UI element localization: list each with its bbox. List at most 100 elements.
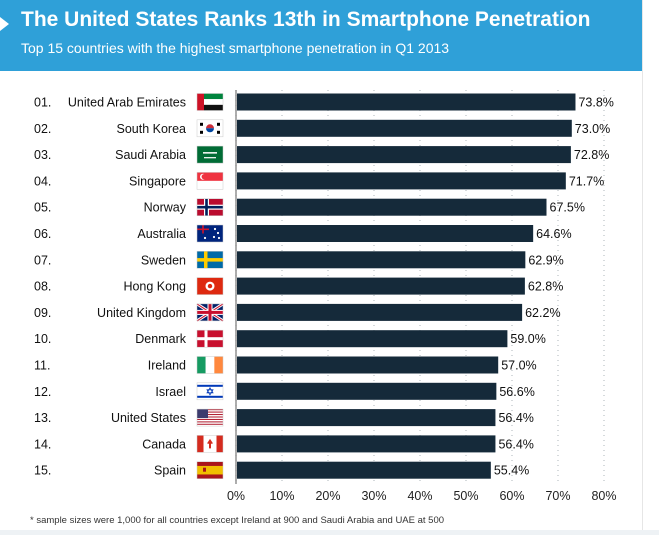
value-label: 56.4% <box>498 437 533 451</box>
chart-row: 13. United States 56.4% <box>34 408 534 427</box>
flag-australia <box>196 224 224 243</box>
category-label: United Arab Emirates <box>68 96 186 110</box>
chart-row: 08. Hong Kong 62.8% <box>34 277 563 295</box>
category-label: United Kingdom <box>97 306 186 320</box>
category-label: Denmark <box>135 332 186 346</box>
bar <box>237 382 497 400</box>
header-arrow-icon <box>0 17 9 31</box>
category-label: Australia <box>137 227 186 241</box>
chart-row: 05. Norway 67.5% <box>34 198 585 216</box>
page-edge <box>642 0 659 535</box>
chart-title: The United States Ranks 13th in Smartpho… <box>21 8 591 31</box>
x-tick-label: 70% <box>545 489 570 503</box>
x-tick-label: 80% <box>591 489 616 503</box>
chart-rows: 01. United Arab Emirates 73.8% 02. South Kor… <box>34 93 614 479</box>
bar <box>237 356 499 374</box>
value-label: 57.0% <box>501 359 536 373</box>
category-label: Spain <box>154 464 186 478</box>
category-label: South Korea <box>117 122 187 136</box>
chart-row: 11. Ireland 57.0% <box>34 356 537 374</box>
bar <box>237 225 534 242</box>
flag-sweden <box>196 251 224 269</box>
bar <box>237 172 566 190</box>
chart-row: 10. Denmark 59.0% <box>34 329 546 348</box>
flag-united-states <box>196 408 224 427</box>
value-label: 73.0% <box>575 122 610 136</box>
rank-label: 08. <box>34 280 51 294</box>
value-label: 62.9% <box>528 253 563 267</box>
rank-label: 13. <box>34 411 51 425</box>
x-tick-label: 0% <box>227 489 245 503</box>
rank-label: 11. <box>34 359 50 373</box>
flag-canada <box>196 435 224 453</box>
flag-united-kingdom <box>196 302 224 323</box>
chart-row: 03. Saudi Arabia 72.8% <box>34 145 609 164</box>
category-label: Norway <box>144 201 187 215</box>
value-label: 67.5% <box>550 201 585 215</box>
category-label: Saudi Arabia <box>115 148 186 162</box>
value-label: 73.8% <box>578 96 613 110</box>
x-tick-label: 30% <box>361 489 386 503</box>
chart-row: 15. Spain 55.4% <box>34 461 529 479</box>
flag-south-korea <box>196 119 224 138</box>
x-tick-label: 60% <box>499 489 524 503</box>
flag-norway <box>196 198 224 216</box>
value-label: 72.8% <box>574 148 609 162</box>
rank-label: 05. <box>34 201 51 215</box>
bar <box>237 409 496 427</box>
value-label: 56.6% <box>499 385 534 399</box>
chart-row: 14. Canada 56.4% <box>34 435 534 453</box>
x-tick-label: 20% <box>315 489 340 503</box>
bar <box>237 303 523 321</box>
bar <box>237 146 571 164</box>
bar <box>237 330 508 348</box>
flag-israel <box>196 382 224 401</box>
value-label: 64.6% <box>536 227 571 241</box>
value-label: 56.4% <box>498 411 533 425</box>
value-label: 62.2% <box>525 306 560 320</box>
rank-label: 10. <box>34 332 51 346</box>
rank-label: 03. <box>34 148 51 162</box>
chart-row: 07. Sweden 62.9% <box>34 251 564 269</box>
x-axis-ticks: 0% 10% 20% 30% 40% 50% 60% 70% 80% <box>227 489 617 503</box>
category-label: Sweden <box>141 253 186 267</box>
bar <box>237 461 491 479</box>
category-label: Hong Kong <box>123 280 186 294</box>
category-label: Singapore <box>129 174 186 188</box>
flag-hong-kong <box>196 277 224 295</box>
rank-label: 04. <box>34 174 51 188</box>
chart-subtitle: Top 15 countries with the highest smartp… <box>21 40 450 56</box>
rank-label: 09. <box>34 306 51 320</box>
chart-row: 09. United Kingdom 62.2% <box>34 302 561 323</box>
flag-saudi-arabia <box>196 145 224 164</box>
x-tick-label: 50% <box>453 489 478 503</box>
bar <box>237 198 547 216</box>
bar <box>237 435 496 453</box>
chart-row: 02. South Korea 73.0% <box>34 119 610 138</box>
category-label: Canada <box>142 437 186 451</box>
flag-singapore <box>196 172 224 190</box>
bar <box>237 119 572 137</box>
bar <box>237 277 525 295</box>
flag-spain <box>196 461 224 479</box>
x-tick-label: 10% <box>269 489 294 503</box>
flag-uae <box>196 93 224 111</box>
value-label: 59.0% <box>510 332 545 346</box>
flag-denmark <box>196 329 224 348</box>
bottom-strip <box>0 530 659 535</box>
bar-chart: 01. United Arab Emirates 73.8% 02. South Kor… <box>34 90 617 503</box>
chart-row: 06. Australia 64.6% <box>34 224 572 243</box>
rank-label: 01. <box>34 96 51 110</box>
bar <box>237 251 526 269</box>
rank-label: 15. <box>34 464 51 478</box>
flag-ireland <box>196 356 224 374</box>
rank-label: 14. <box>34 437 51 451</box>
chart-row: 04. Singapore 71.7% <box>34 172 604 190</box>
bar <box>237 93 576 111</box>
chart-row: 12. Israel 56.6% <box>34 382 535 401</box>
value-label: 55.4% <box>494 464 529 478</box>
value-label: 71.7% <box>569 174 604 188</box>
chart-header: The United States Ranks 13th in Smartpho… <box>0 0 642 71</box>
category-label: Ireland <box>148 359 186 373</box>
chart-row: 01. United Arab Emirates 73.8% <box>34 93 614 111</box>
